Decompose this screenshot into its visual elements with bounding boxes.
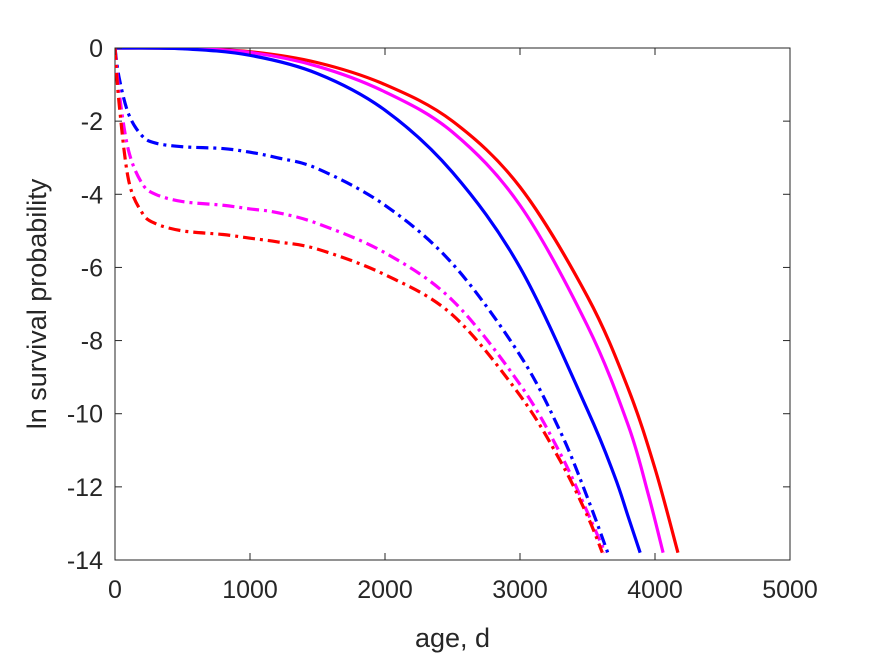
x-axis: 0 1000 2000 3000 4000 5000	[108, 48, 818, 604]
y-tick-label: -2	[81, 108, 103, 136]
x-tick-label: 4000	[627, 576, 683, 604]
y-axis: 0 -2 -4 -6 -8 -10 -12 -14	[67, 35, 790, 575]
y-tick-label: 0	[89, 35, 103, 63]
series-line-1	[115, 48, 680, 554]
y-tick-label: -8	[81, 328, 103, 356]
series-line-4	[115, 48, 610, 554]
x-axis-label: age, d	[415, 623, 490, 653]
series-line-5	[115, 48, 607, 554]
x-tick-label: 1000	[222, 576, 278, 604]
y-tick-label: -4	[81, 181, 103, 209]
x-tick-label: 2000	[357, 576, 413, 604]
plot-area	[114, 47, 791, 561]
y-axis-label: ln survival probability	[22, 178, 52, 429]
series-layer	[115, 48, 680, 554]
y-tick-label: -12	[67, 474, 103, 502]
y-tick-label: -6	[81, 254, 103, 282]
series-line-2	[115, 48, 665, 554]
x-tick-label: 5000	[762, 576, 818, 604]
y-tick-label: -14	[67, 547, 103, 575]
series-line-3	[115, 48, 642, 554]
series-line-6	[115, 48, 604, 554]
x-tick-label: 0	[108, 576, 122, 604]
x-tick-label: 3000	[492, 576, 548, 604]
y-tick-label: -10	[67, 401, 103, 429]
